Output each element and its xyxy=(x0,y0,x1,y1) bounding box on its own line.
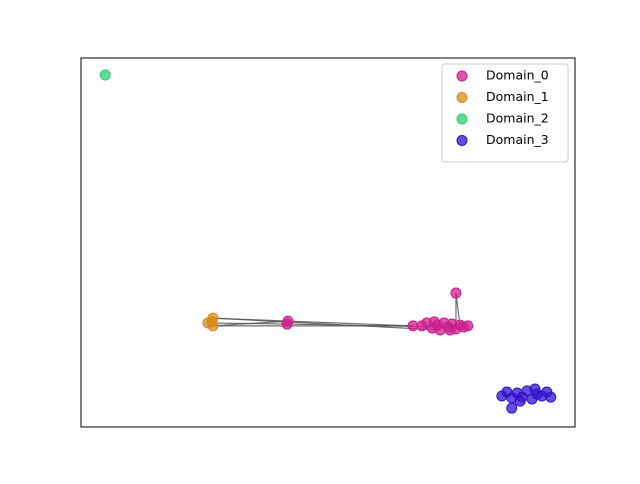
legend-label: Domain_0 xyxy=(486,68,549,83)
point xyxy=(206,316,218,328)
legend-marker xyxy=(456,92,468,103)
edge xyxy=(212,317,441,331)
legend-marker xyxy=(456,135,468,146)
point xyxy=(444,324,456,336)
point xyxy=(506,402,518,414)
edge xyxy=(287,320,413,327)
point xyxy=(462,320,474,332)
point xyxy=(450,287,462,299)
point xyxy=(545,391,557,403)
legend-marker xyxy=(456,113,468,125)
legend-label: Domain_1 xyxy=(486,89,549,104)
legend-marker xyxy=(456,70,468,82)
legend-label: Domain_3 xyxy=(486,132,549,147)
point xyxy=(529,383,541,395)
point xyxy=(428,316,440,328)
point xyxy=(514,395,526,407)
point xyxy=(281,318,293,330)
legend-label: Domain_2 xyxy=(486,111,549,126)
legend-box xyxy=(441,63,569,163)
point xyxy=(99,69,111,81)
